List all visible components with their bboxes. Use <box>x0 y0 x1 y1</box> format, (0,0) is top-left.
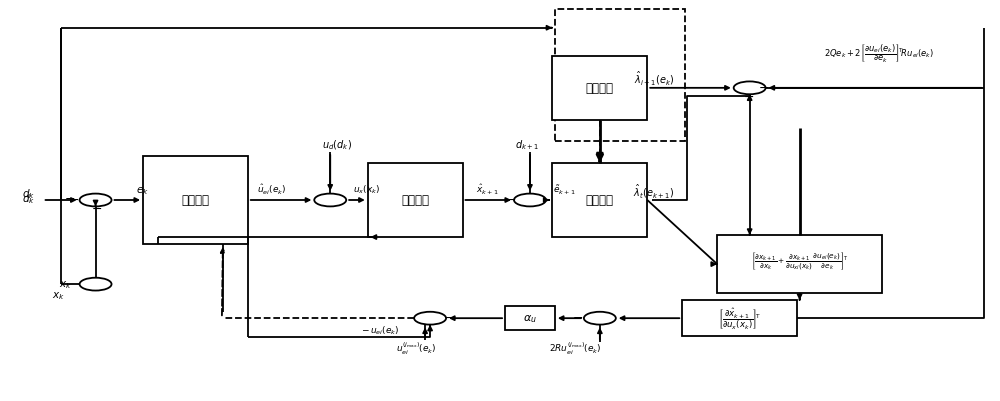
Text: $\alpha_u$: $\alpha_u$ <box>523 312 537 324</box>
Text: $\hat{\lambda}_{i+1}(e_k)$: $\hat{\lambda}_{i+1}(e_k)$ <box>634 69 674 86</box>
FancyBboxPatch shape <box>143 156 248 245</box>
Text: $u_x(x_k)$: $u_x(x_k)$ <box>353 184 380 196</box>
Text: $u_{ei}^{(j_{\max})}(e_k)$: $u_{ei}^{(j_{\max})}(e_k)$ <box>396 340 436 356</box>
Text: −: − <box>91 203 102 215</box>
Circle shape <box>80 194 112 207</box>
Text: $2Qe_k+2\left[\dfrac{\partial u_{ei}(e_k)}{\partial e_k}\right]^{\!\mathsf{T}}\!: $2Qe_k+2\left[\dfrac{\partial u_{ei}(e_k… <box>824 42 935 64</box>
Text: −: − <box>444 311 454 324</box>
Text: −: − <box>64 193 75 206</box>
Text: $-\,u_{ei}(e_k)$: $-\,u_{ei}(e_k)$ <box>361 323 399 336</box>
Text: −: − <box>758 81 769 94</box>
Text: −: − <box>743 91 754 104</box>
Text: $2Ru_{ei}^{(j_{\max})}(e_k)$: $2Ru_{ei}^{(j_{\max})}(e_k)$ <box>549 340 601 356</box>
Text: $\hat{\lambda}_t(e_{k+1})$: $\hat{\lambda}_t(e_{k+1})$ <box>633 182 674 199</box>
Circle shape <box>584 312 616 325</box>
FancyBboxPatch shape <box>717 235 882 294</box>
Circle shape <box>414 312 446 325</box>
Text: $\left[\dfrac{\partial x_{k+1}}{\partial x_k}+\dfrac{\partial x_{k+1}}{\partial : $\left[\dfrac{\partial x_{k+1}}{\partial… <box>751 250 848 271</box>
Circle shape <box>314 194 346 207</box>
Text: $e_k$: $e_k$ <box>136 185 149 197</box>
FancyBboxPatch shape <box>682 300 797 336</box>
Circle shape <box>514 194 546 207</box>
Circle shape <box>734 82 766 95</box>
FancyBboxPatch shape <box>368 164 463 237</box>
Text: $d_{k+1}$: $d_{k+1}$ <box>515 138 539 152</box>
Text: 模型网络: 模型网络 <box>401 194 429 207</box>
Text: $\hat{x}_{k+1}$: $\hat{x}_{k+1}$ <box>476 183 498 197</box>
Circle shape <box>80 278 112 291</box>
Text: $\left[\dfrac{\partial \hat{x}_{k+1}}{\partial u_x(x_k)}\right]^{\!\mathsf{T}}$: $\left[\dfrac{\partial \hat{x}_{k+1}}{\p… <box>718 306 761 331</box>
Text: $x_k$: $x_k$ <box>59 279 72 290</box>
Text: 评判网络: 评判网络 <box>586 82 614 95</box>
Text: 评判网络: 评判网络 <box>586 194 614 207</box>
Text: $u_d(d_k)$: $u_d(d_k)$ <box>322 138 352 151</box>
Text: −: − <box>68 193 79 206</box>
Text: $x_k$: $x_k$ <box>52 290 65 302</box>
Text: −: − <box>573 311 583 324</box>
Text: −: − <box>506 193 516 206</box>
FancyBboxPatch shape <box>552 164 647 237</box>
Text: 执行网络: 执行网络 <box>181 194 209 207</box>
Text: $\tilde{e}_{k+1}$: $\tilde{e}_{k+1}$ <box>553 183 575 196</box>
Text: $d_k$: $d_k$ <box>22 187 35 201</box>
Text: $d_k$: $d_k$ <box>22 192 35 206</box>
Text: $\hat{u}_{ei}(e_k)$: $\hat{u}_{ei}(e_k)$ <box>257 183 286 197</box>
FancyBboxPatch shape <box>505 306 555 330</box>
FancyBboxPatch shape <box>552 57 647 121</box>
